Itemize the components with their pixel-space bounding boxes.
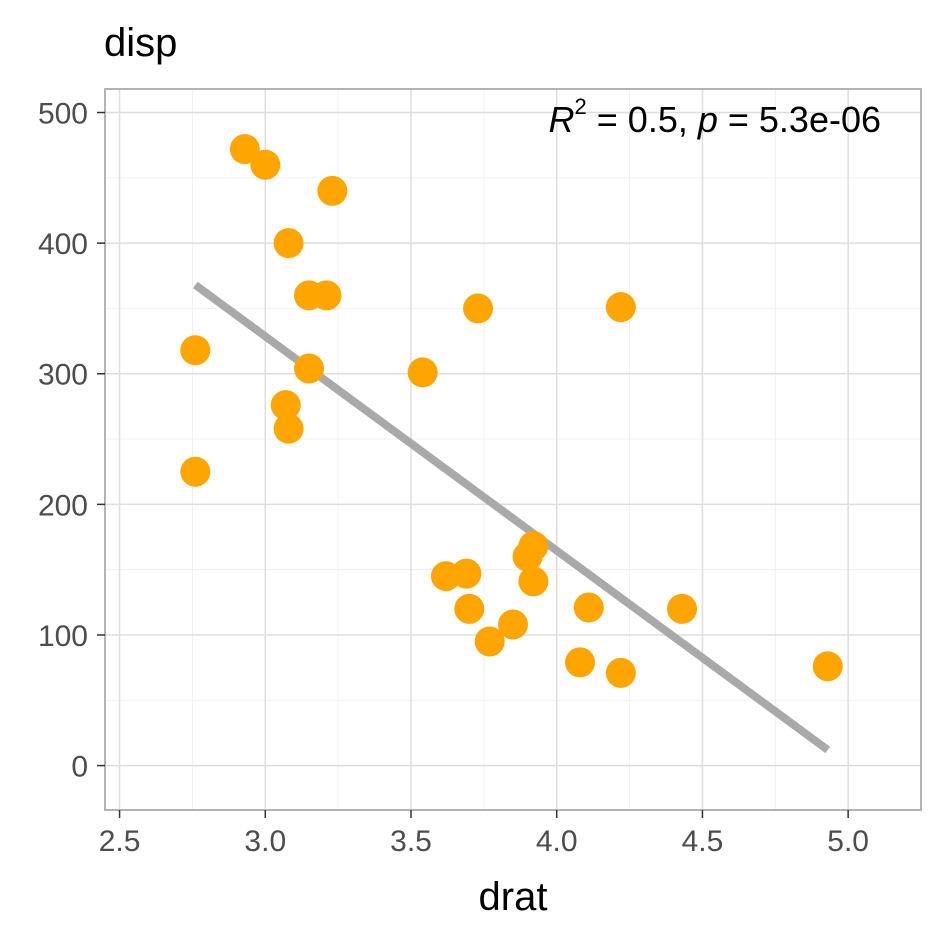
- data-point: [270, 390, 301, 421]
- x-axis-label: drat: [479, 875, 548, 919]
- data-point: [273, 413, 304, 444]
- data-point: [667, 593, 698, 624]
- x-tick-label: 2.5: [99, 825, 141, 858]
- data-point: [463, 293, 494, 324]
- data-point: [605, 657, 636, 688]
- r-value: = 0.5,: [587, 99, 698, 140]
- y-tick-label: 100: [38, 620, 88, 653]
- grid-minor: [105, 89, 921, 810]
- r-label: R: [549, 99, 575, 140]
- y-tick-label: 400: [38, 228, 88, 261]
- panel-background: [105, 89, 921, 810]
- data-point: [229, 134, 260, 165]
- data-point: [407, 357, 438, 388]
- data-point: [605, 292, 636, 323]
- x-tick-label: 5.0: [827, 825, 869, 858]
- chart-title: disp: [104, 21, 177, 65]
- x-tick-label: 4.0: [536, 825, 578, 858]
- p-value: = 5.3e-06: [718, 99, 881, 140]
- data-point: [180, 335, 211, 366]
- data-point: [812, 651, 843, 682]
- data-point: [498, 609, 528, 640]
- data-point: [294, 353, 324, 384]
- data-point: [451, 558, 482, 589]
- data-point: [565, 647, 596, 678]
- x-tick-label: 4.5: [682, 825, 724, 858]
- data-point: [273, 228, 304, 259]
- data-point: [512, 541, 543, 572]
- data-point: [454, 593, 485, 624]
- y-tick-label: 0: [71, 751, 88, 784]
- data-point: [250, 149, 281, 180]
- plot-panel: [104, 88, 922, 811]
- y-tick-label: 200: [38, 489, 88, 522]
- y-tick-label: 500: [38, 98, 88, 131]
- data-point: [573, 592, 604, 623]
- data-point: [474, 626, 505, 657]
- panel-border: [104, 88, 922, 811]
- p-label: p: [697, 99, 718, 140]
- data-point: [180, 456, 211, 487]
- y-axis-ticks: 0 100 200 300 400 500: [38, 98, 105, 784]
- x-tick-label: 3.0: [244, 825, 286, 858]
- stats-annotation: R2 = 0.5, p = 5.3e-06: [549, 94, 881, 140]
- x-tick-label: 3.5: [390, 825, 432, 858]
- y-tick-label: 300: [38, 359, 88, 392]
- data-points: [180, 134, 843, 688]
- r-superscript: 2: [575, 94, 587, 119]
- x-axis-ticks: 2.5 3.0 3.5 4.0 4.5 5.0: [99, 810, 869, 858]
- data-point: [317, 175, 348, 206]
- data-point: [518, 566, 549, 597]
- data-point: [311, 280, 342, 311]
